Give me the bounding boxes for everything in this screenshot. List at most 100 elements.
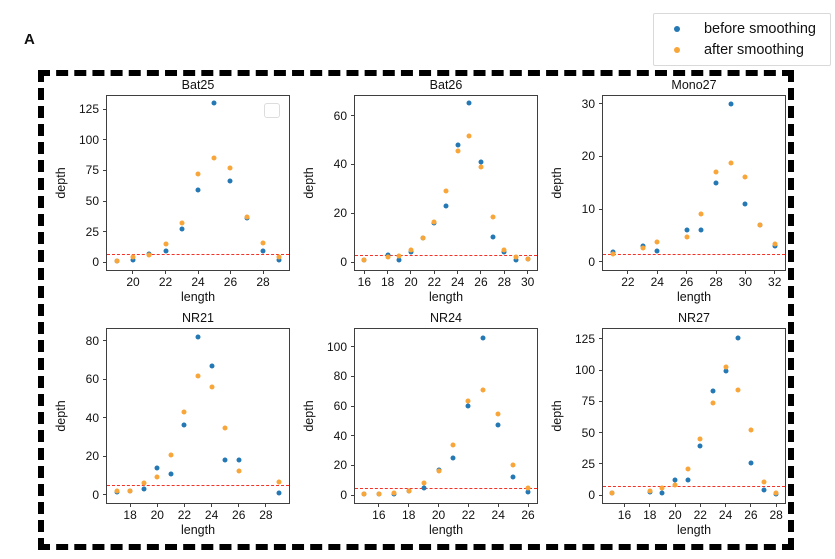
data-point-before-smoothing <box>698 227 704 233</box>
x-tick-mark <box>438 503 440 507</box>
data-point-after-smoothing <box>127 488 133 494</box>
data-point-before-smoothing <box>478 159 484 165</box>
x-tick-mark <box>480 270 482 274</box>
x-tick-mark <box>744 270 746 274</box>
x-tick-label: 16 <box>617 508 632 522</box>
data-point-before-smoothing <box>195 187 201 193</box>
data-point-after-smoothing <box>455 148 461 154</box>
data-point-after-smoothing <box>772 241 778 247</box>
data-point-before-smoothing <box>179 226 185 232</box>
x-tick-label: 32 <box>768 275 782 289</box>
y-tick-label: 20 <box>333 458 347 473</box>
legend-label-after: after smoothing <box>703 41 804 58</box>
x-tick-label: 28 <box>256 275 270 289</box>
y-tick-label: 80 <box>85 333 99 348</box>
legend-item-after-smoothing: after smoothing <box>662 39 816 60</box>
x-tick-label: 26 <box>223 275 238 289</box>
x-tick-label: 24 <box>450 275 465 289</box>
data-point-before-smoothing <box>742 201 748 207</box>
data-point-before-smoothing <box>495 422 501 428</box>
x-tick-mark <box>725 503 727 507</box>
data-point-after-smoothing <box>209 384 215 390</box>
threshold-line <box>355 254 537 256</box>
plot-area: 0 20 40 60 80 100 16 18 20 22 24 26 <box>327 328 538 521</box>
data-point-after-smoothing <box>698 211 704 217</box>
data-point-after-smoothing <box>490 214 496 220</box>
x-tick-mark <box>197 270 199 274</box>
data-point-before-smoothing <box>654 248 660 254</box>
x-tick-label: 28 <box>259 508 273 522</box>
data-point-after-smoothing <box>114 488 119 494</box>
x-tick-mark <box>750 503 752 507</box>
x-tick-label: 30 <box>738 275 753 289</box>
data-point-after-smoothing <box>130 254 136 260</box>
x-tick-label: 20 <box>150 508 164 522</box>
x-tick-mark <box>165 270 166 274</box>
data-point-after-smoothing <box>748 427 754 433</box>
x-tick-mark <box>467 503 469 507</box>
y-axis-label: depth <box>302 167 316 199</box>
y-tick-mark <box>103 417 107 419</box>
data-point-after-smoothing <box>450 442 456 448</box>
legend-marker-before-icon <box>673 25 680 32</box>
x-tick-label: 22 <box>621 275 635 289</box>
x-tick-label: 28 <box>769 508 783 522</box>
data-point-before-smoothing <box>697 443 703 449</box>
subplot-title: Bat25 <box>181 78 215 92</box>
data-point-after-smoothing <box>361 257 367 263</box>
subplot-NR27: NR27 depth length 0 25 50 75 100 125 16 18 20 22 24 26… <box>540 311 788 543</box>
y-tick-mark <box>351 346 355 348</box>
data-point-after-smoothing <box>495 411 501 417</box>
data-point-after-smoothing <box>773 490 779 496</box>
y-tick-mark <box>103 340 107 342</box>
data-point-before-smoothing <box>168 471 174 477</box>
x-tick-label: 20 <box>431 508 446 522</box>
data-point-after-smoothing <box>525 256 531 261</box>
data-point-after-smoothing <box>421 480 427 486</box>
data-point-before-smoothing <box>659 490 665 496</box>
x-tick-label: 26 <box>232 508 246 522</box>
data-point-after-smoothing <box>647 488 653 494</box>
y-tick-mark <box>103 231 107 233</box>
data-point-after-smoothing <box>391 490 397 496</box>
data-point-before-smoothing <box>163 248 168 254</box>
data-point-after-smoothing <box>466 133 472 139</box>
y-tick-label: 0 <box>340 255 347 270</box>
y-tick-label: 60 <box>85 372 99 387</box>
data-point-before-smoothing <box>525 489 531 495</box>
x-tick-label: 26 <box>521 508 535 522</box>
data-point-after-smoothing <box>735 387 741 393</box>
x-tick-mark <box>497 503 499 507</box>
x-tick-mark <box>686 270 688 274</box>
data-point-before-smoothing <box>209 363 215 369</box>
data-point-after-smoothing <box>361 491 367 497</box>
data-point-after-smoothing <box>154 474 160 480</box>
y-tick-label: 0 <box>588 254 595 269</box>
data-point-after-smoothing <box>728 160 734 166</box>
y-tick-mark <box>599 208 603 210</box>
data-point-before-smoothing <box>236 457 242 463</box>
y-tick-mark <box>103 200 107 202</box>
y-axis-label: depth <box>302 400 316 432</box>
dashed-figure-frame: Bat25 depth length 0 25 50 75 100 125 20 22 24 26 28 B… <box>38 70 794 550</box>
x-tick-label: 24 <box>718 508 733 522</box>
data-point-before-smoothing <box>672 477 678 483</box>
x-tick-mark <box>623 503 625 507</box>
x-tick-mark <box>715 270 717 274</box>
subplot-title: NR21 <box>182 311 214 325</box>
x-axis-label: length <box>428 290 464 304</box>
data-point-after-smoothing <box>431 219 437 225</box>
data-point-after-smoothing <box>376 491 382 497</box>
data-point-before-smoothing <box>728 101 734 107</box>
data-point-after-smoothing <box>276 479 282 485</box>
data-point-after-smoothing <box>227 165 233 171</box>
data-point-before-smoothing <box>222 457 228 463</box>
y-tick-label: 20 <box>333 206 347 221</box>
x-tick-mark <box>674 503 676 507</box>
y-tick-label: 20 <box>581 149 595 164</box>
data-point-after-smoothing <box>465 398 471 404</box>
y-tick-mark <box>599 400 603 402</box>
data-point-after-smoothing <box>510 462 516 468</box>
x-tick-label: 28 <box>709 275 723 289</box>
